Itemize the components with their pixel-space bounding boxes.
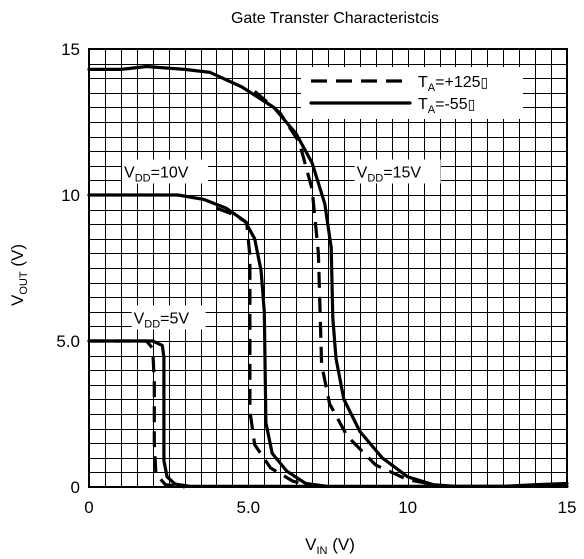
- y-axis-label-unit: (V): [8, 244, 27, 271]
- annotation-vdd-5v-background: [131, 305, 206, 330]
- legend-label-sub: A: [428, 82, 436, 94]
- series-line-ta-55-vdd-10v: [87, 193, 330, 488]
- plot-frame: [87, 47, 569, 489]
- x-axis-label-unit: (V): [327, 535, 354, 554]
- legend-label-main: T: [418, 96, 428, 113]
- legend-label-tail: ▯: [481, 74, 489, 90]
- annotation-vdd-15v-main: V: [357, 164, 368, 181]
- legend-layer: TA=+125▯TA=-55▯: [301, 67, 523, 119]
- legend-label-ta-55: TA=-55▯: [418, 96, 475, 116]
- x-tick-label: 5.0: [237, 498, 261, 517]
- series-line-ta-125-vdd-15v: [253, 90, 440, 488]
- annotation-vdd-5v-sub: DD: [144, 318, 160, 330]
- curve-layer: [87, 64, 569, 489]
- x-axis-label: VIN (V): [305, 535, 355, 557]
- grid-layer: [89, 49, 568, 488]
- x-tick-label: 0: [84, 498, 93, 517]
- annotation-vdd-10v-sub: DD: [135, 172, 151, 184]
- series-line-ta-55-vdd-15v: [87, 64, 569, 488]
- annotation-vdd-10v-main: V: [124, 164, 135, 181]
- legend-label-sub: A: [428, 104, 436, 116]
- annotation-vdd-15v-sub: DD: [367, 172, 383, 184]
- y-axis-label: VOUT (V): [8, 244, 30, 306]
- annotation-vdd-5v-rest: =5V: [160, 310, 189, 327]
- annotation-vdd-10v-rest: =10V: [151, 164, 189, 181]
- annotation-vdd-10v-background: [122, 159, 209, 184]
- legend-label-rest: =-55: [435, 96, 468, 113]
- y-tick-label: 10: [61, 186, 80, 205]
- y-axis-label-sub: OUT: [18, 271, 30, 295]
- annotation-vdd-15v-rest: =15V: [383, 164, 421, 181]
- legend-label-rest: =+125: [435, 74, 480, 91]
- annotation-vdd-10v: VDD=10V: [124, 164, 189, 184]
- x-axis-label-sub: IN: [316, 545, 327, 557]
- chart-title: Gate Transter Characteristcis: [231, 10, 439, 27]
- y-axis-label-main: V: [8, 294, 27, 306]
- legend-background: [301, 67, 523, 119]
- series-line-ta-125-vdd-10v: [215, 206, 313, 488]
- annotation-vdd-5v: VDD=5V: [134, 310, 190, 330]
- legend-label-ta-125: TA=+125▯: [418, 74, 488, 94]
- y-tick-label: 5.0: [56, 332, 80, 351]
- legend-label-tail: ▯: [468, 96, 476, 112]
- annotation-vdd-15v: VDD=15V: [357, 164, 422, 184]
- x-axis-label-main: V: [305, 535, 317, 554]
- series-line-ta-55-vdd-5v: [87, 339, 569, 488]
- y-tick-label: 0: [71, 478, 80, 497]
- annotation-vdd-15v-background: [354, 159, 441, 184]
- legend-label-main: T: [418, 74, 428, 91]
- y-tick-label: 15: [61, 40, 80, 59]
- annotation-vdd-5v-main: V: [134, 310, 145, 327]
- x-tick-label: 10: [398, 498, 417, 517]
- x-tick-label: 15: [558, 498, 577, 517]
